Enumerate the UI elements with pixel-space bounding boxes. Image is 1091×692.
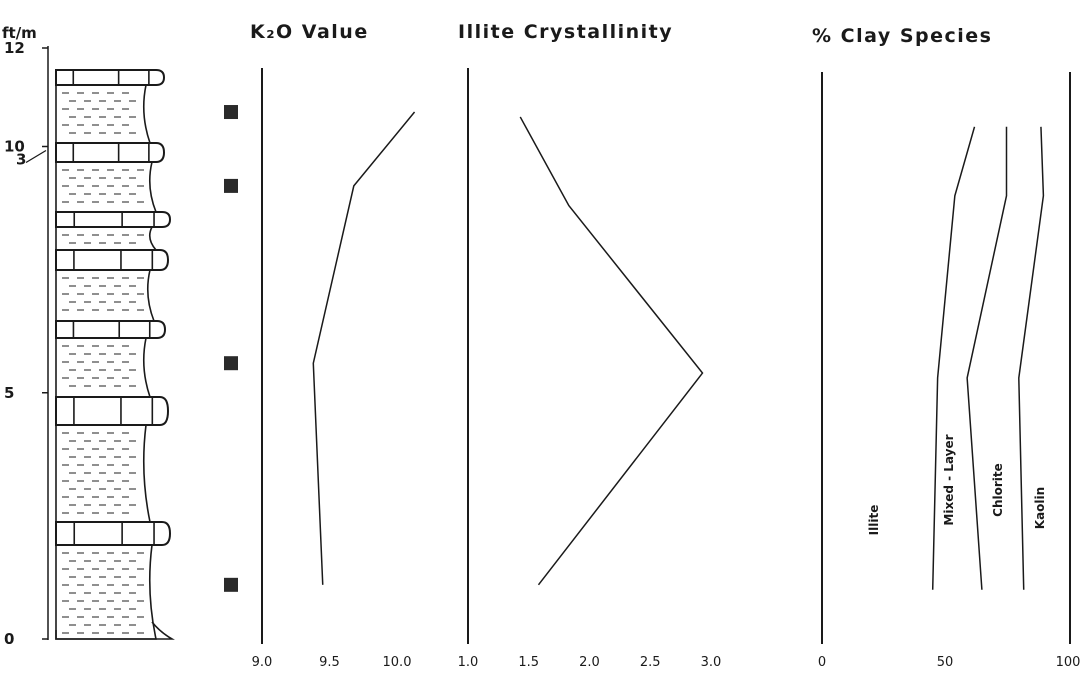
clay-region-label: Mixed - Layer — [942, 434, 956, 525]
clay-title: % Clay Species — [812, 25, 993, 47]
k2o-tick-labels: 9.0 9.5 10.0 — [252, 655, 412, 670]
lithologic-column: ft/m 12 103 5 0 — [2, 24, 238, 648]
clay-region-label: Illite — [867, 505, 881, 536]
k2o-panel: K₂O Value 9.0 9.5 10.0 — [250, 21, 416, 670]
depth-tick-label: 0 — [4, 630, 14, 648]
limestone-bed — [55, 521, 172, 546]
sample-marker — [224, 356, 238, 371]
crystallinity-tick-labels: 1.0 1.5 2.0 2.5 3.0 — [458, 655, 722, 670]
depth-tick-mark — [25, 149, 47, 164]
k2o-tick-label: 9.5 — [319, 655, 340, 670]
crystallinity-tick-label: 1.5 — [518, 655, 539, 670]
clay-boundary-chlorite — [1018, 126, 1045, 590]
depth-tick-label: 3 — [16, 151, 26, 169]
clay-tick-labels: 0 50 100 — [818, 655, 1081, 670]
clay-boundary-illite — [931, 126, 976, 590]
crystallinity-tick-label: 3.0 — [701, 655, 722, 670]
crystallinity-title: Illite Crystallinity — [458, 21, 673, 43]
clay-tick-label: 100 — [1056, 655, 1081, 670]
limestone-bed — [55, 69, 166, 86]
clay-region-label: Chlorite — [991, 463, 1005, 517]
k2o-tick-label: 9.0 — [252, 655, 273, 670]
shale-unit — [55, 84, 152, 144]
clay-region-label: Kaolin — [1033, 487, 1047, 529]
limestone-bed — [55, 396, 170, 426]
crystallinity-tick-label: 2.5 — [640, 655, 661, 670]
sample-marker — [224, 577, 238, 592]
depth-tick-label: 5 — [4, 384, 14, 402]
clay-panel: % Clay Species 0 50 100 Illite Mixed - Laye… — [812, 25, 1080, 670]
clay-boundary-lines — [931, 126, 1045, 590]
shale-pattern — [62, 92, 136, 134]
sample-marker — [224, 178, 238, 193]
limestone-bed — [55, 320, 167, 339]
k2o-tick-label: 10.0 — [383, 655, 412, 670]
shale-unit — [55, 337, 152, 398]
shale-pattern — [62, 169, 144, 203]
k2o-title: K₂O Value — [250, 21, 369, 43]
base-outline — [55, 621, 175, 640]
shale-pattern — [62, 552, 144, 634]
sample-markers — [224, 105, 238, 592]
shale-pattern — [62, 277, 144, 311]
clay-region-labels: Illite Mixed - Layer Chlorite Kaolin — [867, 434, 1047, 535]
shale-pattern — [62, 345, 136, 387]
crystallinity-tick-label: 1.0 — [458, 655, 479, 670]
shale-pattern — [62, 432, 136, 514]
clay-boundary-mixed-layer — [966, 126, 1008, 590]
sample-marker — [224, 105, 238, 120]
clay-tick-label: 50 — [937, 655, 954, 670]
shale-pattern — [62, 234, 144, 244]
crystallinity-tick-label: 2.0 — [579, 655, 600, 670]
depth-tick-label: 12 — [4, 39, 25, 57]
limestone-bed — [55, 211, 172, 228]
depth-axis-label: ft/m — [2, 24, 37, 42]
depth-ticks: 12 103 5 0 — [4, 39, 48, 648]
shale-unit — [55, 226, 158, 251]
limestone-bed — [55, 142, 166, 163]
crystallinity-panel: Illite Crystallinity 1.0 1.5 2.0 2.5 3.0 — [458, 21, 722, 670]
clay-tick-label: 0 — [818, 655, 826, 670]
crystallinity-series-line — [519, 116, 704, 586]
depth-tick-label: 10 — [4, 138, 25, 156]
limestone-bed — [55, 249, 170, 271]
k2o-series-line — [312, 111, 416, 585]
lithology-units — [55, 69, 175, 640]
